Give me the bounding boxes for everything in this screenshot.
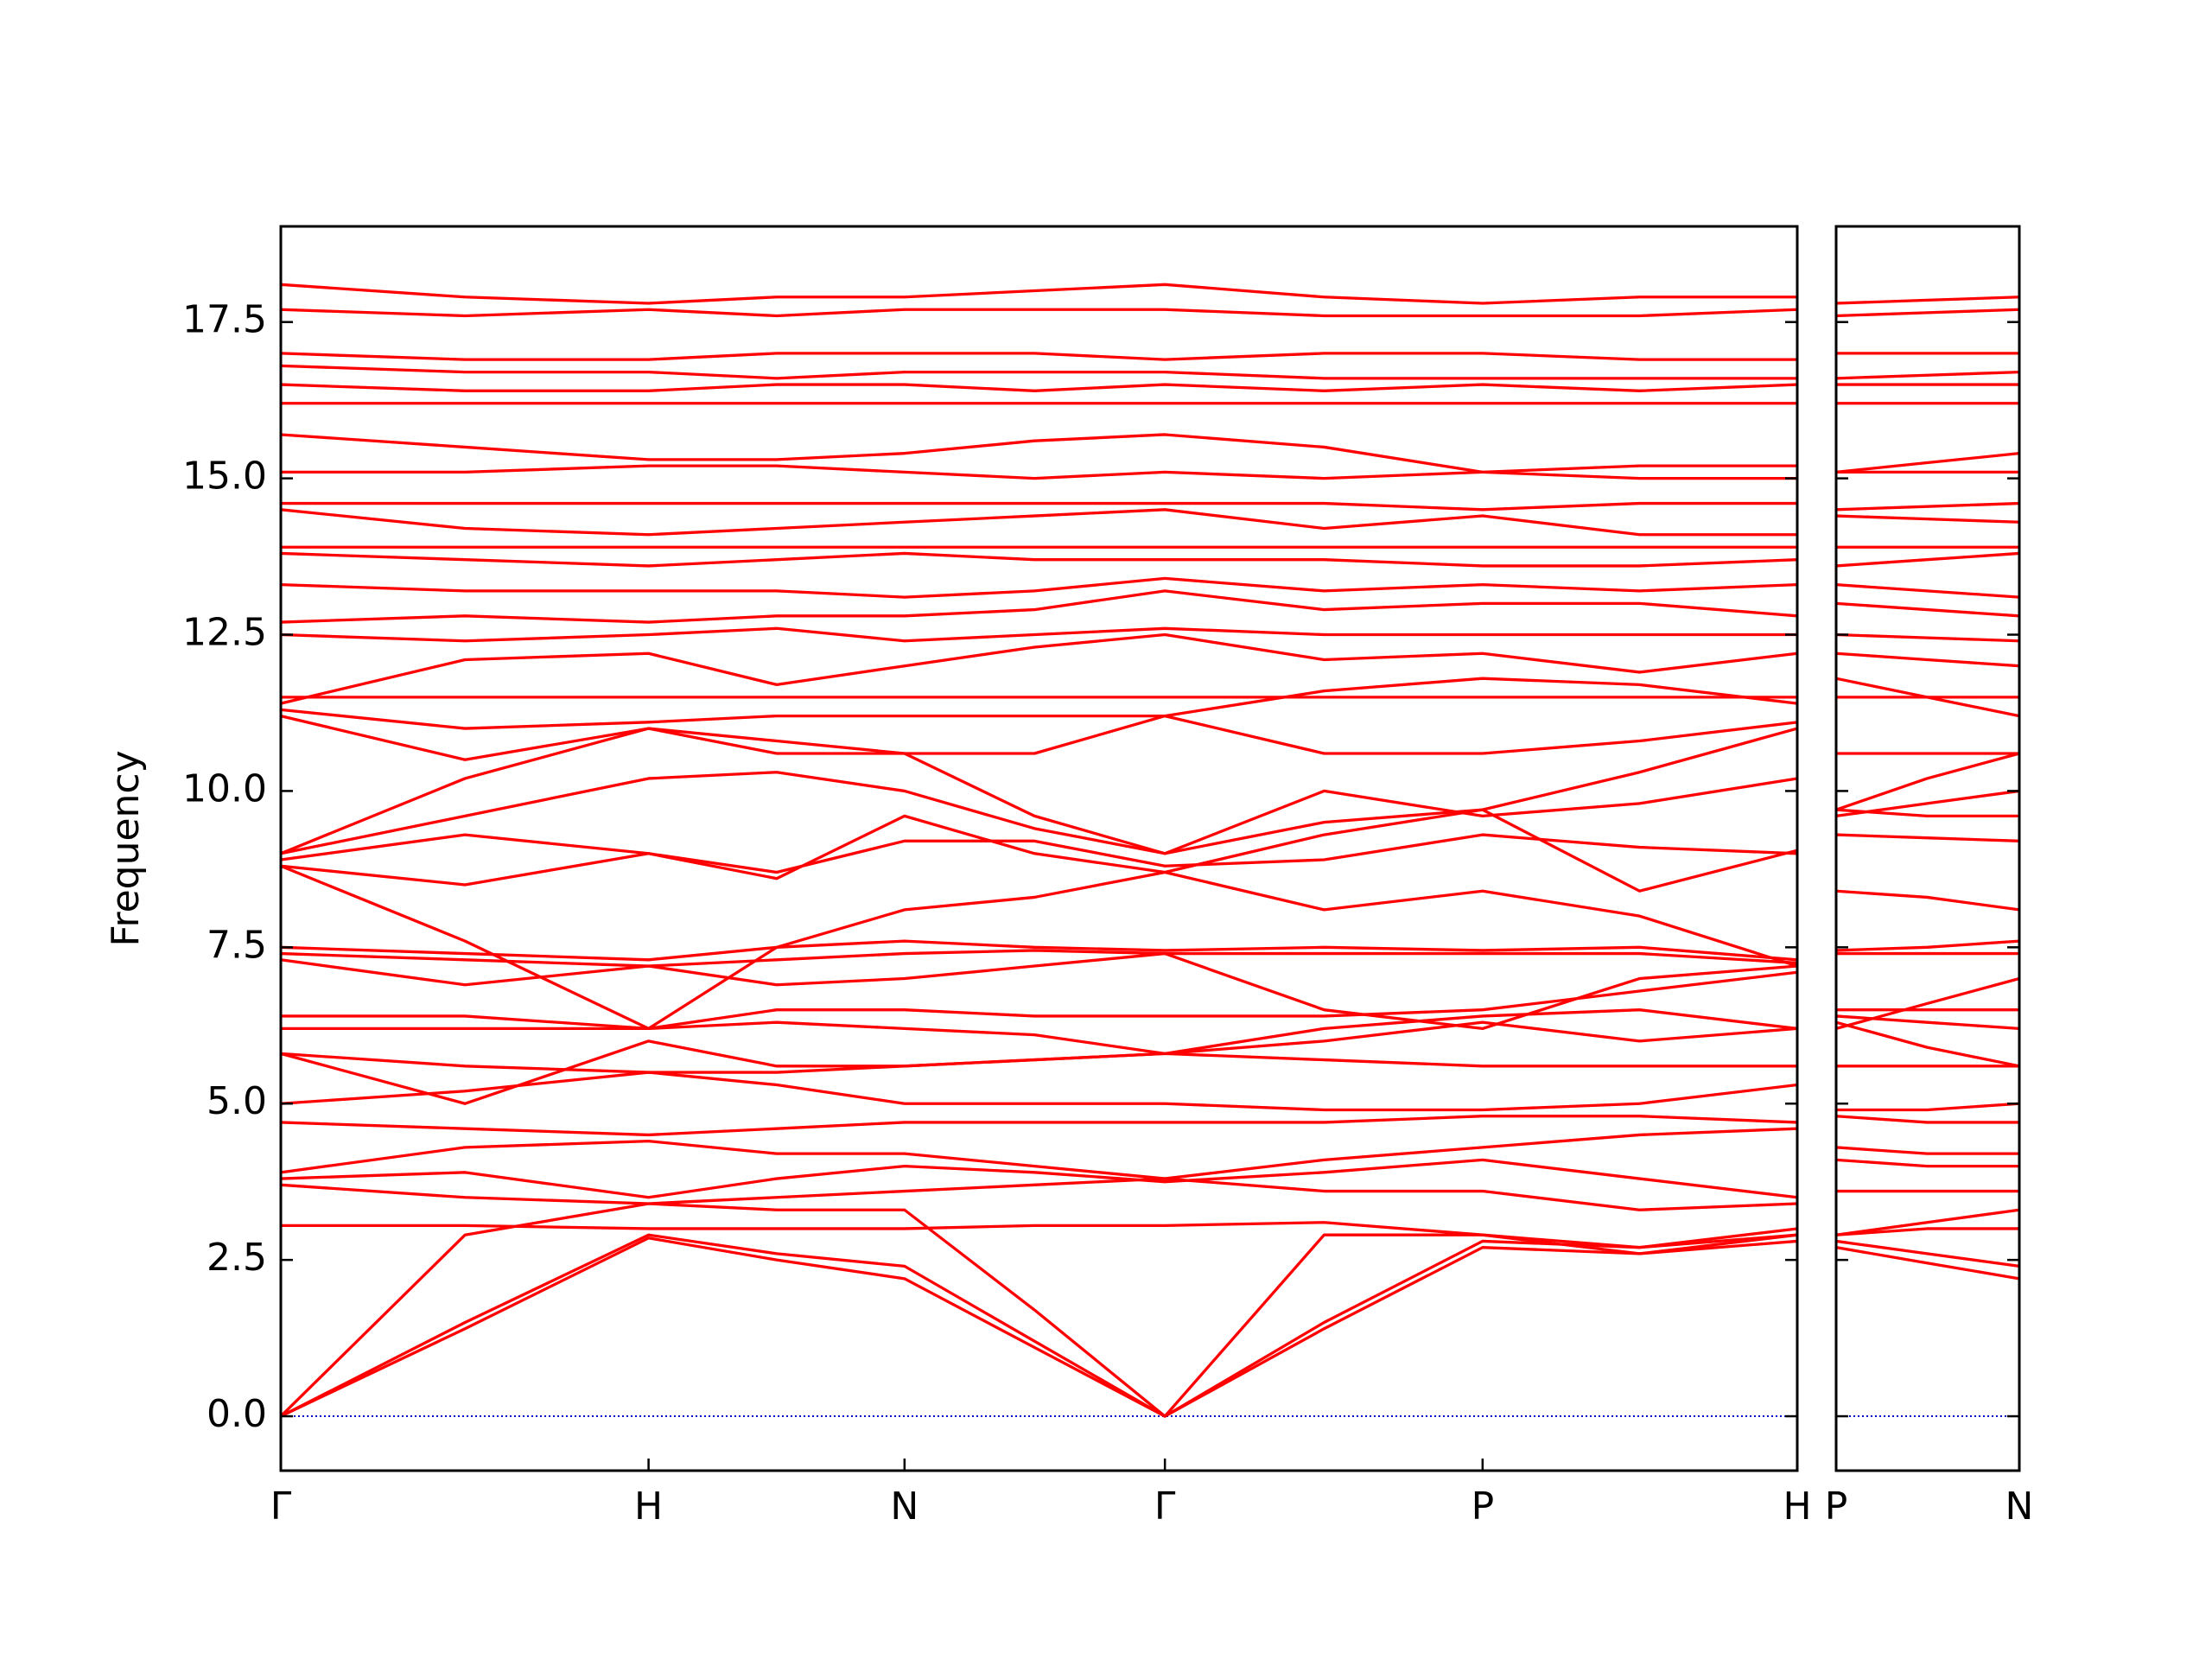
x-tick-label: Γ	[1154, 1484, 1176, 1529]
band-line	[280, 364, 1797, 380]
band-line	[280, 1127, 1798, 1180]
x-tick-label: P	[1471, 1484, 1495, 1529]
y-tick-label: 7.5	[207, 923, 267, 967]
band-line	[1835, 1208, 2020, 1236]
y-tick-label: 5.0	[207, 1079, 267, 1123]
band-line	[1835, 1246, 2020, 1281]
band-line	[280, 508, 1797, 537]
y-tick-label: 15.0	[182, 454, 267, 499]
band-line	[281, 1008, 1798, 1055]
x-tick-label: P	[1825, 1484, 1848, 1529]
band-line	[280, 949, 1798, 968]
x-tick-label: Γ	[270, 1484, 292, 1529]
x-tick-label: N	[890, 1484, 918, 1529]
y-axis-label: Frequency	[104, 750, 148, 946]
band-line	[1835, 452, 2020, 474]
band-line	[1835, 789, 2020, 818]
band-line	[1835, 833, 2020, 842]
band-line	[280, 939, 1798, 962]
band-line	[1835, 632, 2020, 643]
band-line	[280, 951, 1798, 1031]
band-line	[280, 771, 1798, 855]
x-tick-label: H	[634, 1484, 663, 1529]
y-tick-label: 17.5	[182, 298, 267, 342]
band-line	[1835, 1239, 2020, 1268]
band-line	[1835, 601, 2020, 618]
x-tick-label: N	[2005, 1484, 2034, 1529]
band-line	[280, 551, 1798, 568]
y-tick-label: 2.5	[207, 1236, 267, 1280]
band-line	[280, 433, 1797, 480]
band-line	[281, 970, 1798, 1031]
band-line	[281, 501, 1797, 512]
band-line	[280, 1158, 1798, 1199]
band-line	[280, 833, 1798, 887]
band-line	[1835, 752, 2020, 811]
band-line	[280, 352, 1797, 361]
plot-frame	[279, 225, 1799, 1472]
band-line	[280, 383, 1798, 392]
band-line	[1835, 1158, 2019, 1168]
band-line	[280, 1227, 1798, 1418]
band-line	[280, 308, 1798, 318]
band-line	[280, 626, 1797, 643]
band-line	[1835, 370, 2020, 380]
band-line	[280, 1177, 1798, 1211]
band-line	[1835, 308, 2020, 318]
band-line	[280, 632, 1798, 705]
band-line	[1835, 889, 2020, 912]
band-line	[1835, 501, 2020, 512]
band-line	[280, 1115, 1798, 1137]
band-line	[1835, 1146, 2019, 1155]
band-line	[1835, 1014, 2020, 1031]
band-line	[280, 864, 1798, 1031]
band-line	[280, 677, 1798, 730]
y-tick-label: 0.0	[207, 1392, 267, 1436]
band-line	[280, 576, 1798, 599]
band-line	[280, 589, 1798, 624]
band-line	[1835, 1020, 2020, 1068]
band-line	[279, 1202, 1798, 1418]
band-line	[280, 714, 1798, 761]
band-line	[1835, 514, 2020, 524]
plot-frame	[1834, 225, 2021, 1472]
band-line	[1835, 939, 2020, 952]
y-tick-label: 12.5	[182, 611, 267, 655]
band-line	[1836, 1102, 2020, 1112]
band-line	[281, 1221, 1798, 1255]
y-tick-label: 10.0	[182, 766, 267, 810]
band-line	[280, 283, 1797, 305]
band-line	[1835, 582, 2020, 599]
band-line	[1835, 551, 2020, 568]
x-tick-label: H	[1783, 1484, 1811, 1529]
band-line	[1835, 1227, 2019, 1236]
band-line	[281, 464, 1797, 480]
band-line	[1835, 976, 2020, 1030]
band-line	[280, 1020, 1798, 1105]
band-line	[1835, 652, 2020, 668]
band-line	[280, 727, 1798, 855]
band-line	[280, 808, 1798, 893]
band-line	[280, 1233, 1798, 1418]
band-line	[1835, 1115, 2019, 1124]
band-line	[280, 1071, 1798, 1112]
band-line	[1835, 296, 2020, 305]
